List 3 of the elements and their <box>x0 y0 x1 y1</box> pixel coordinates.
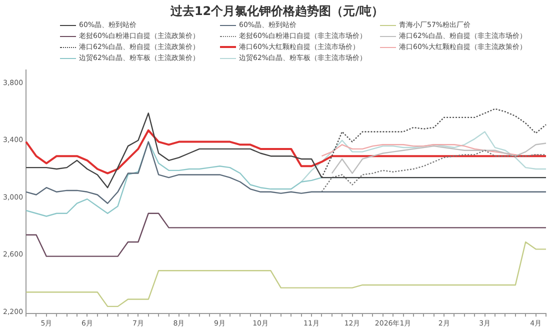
chart-title: 过去12个月氯化钾价格趋势图（元/吨） <box>169 3 385 20</box>
line-series <box>321 150 547 192</box>
line-series <box>321 108 547 178</box>
